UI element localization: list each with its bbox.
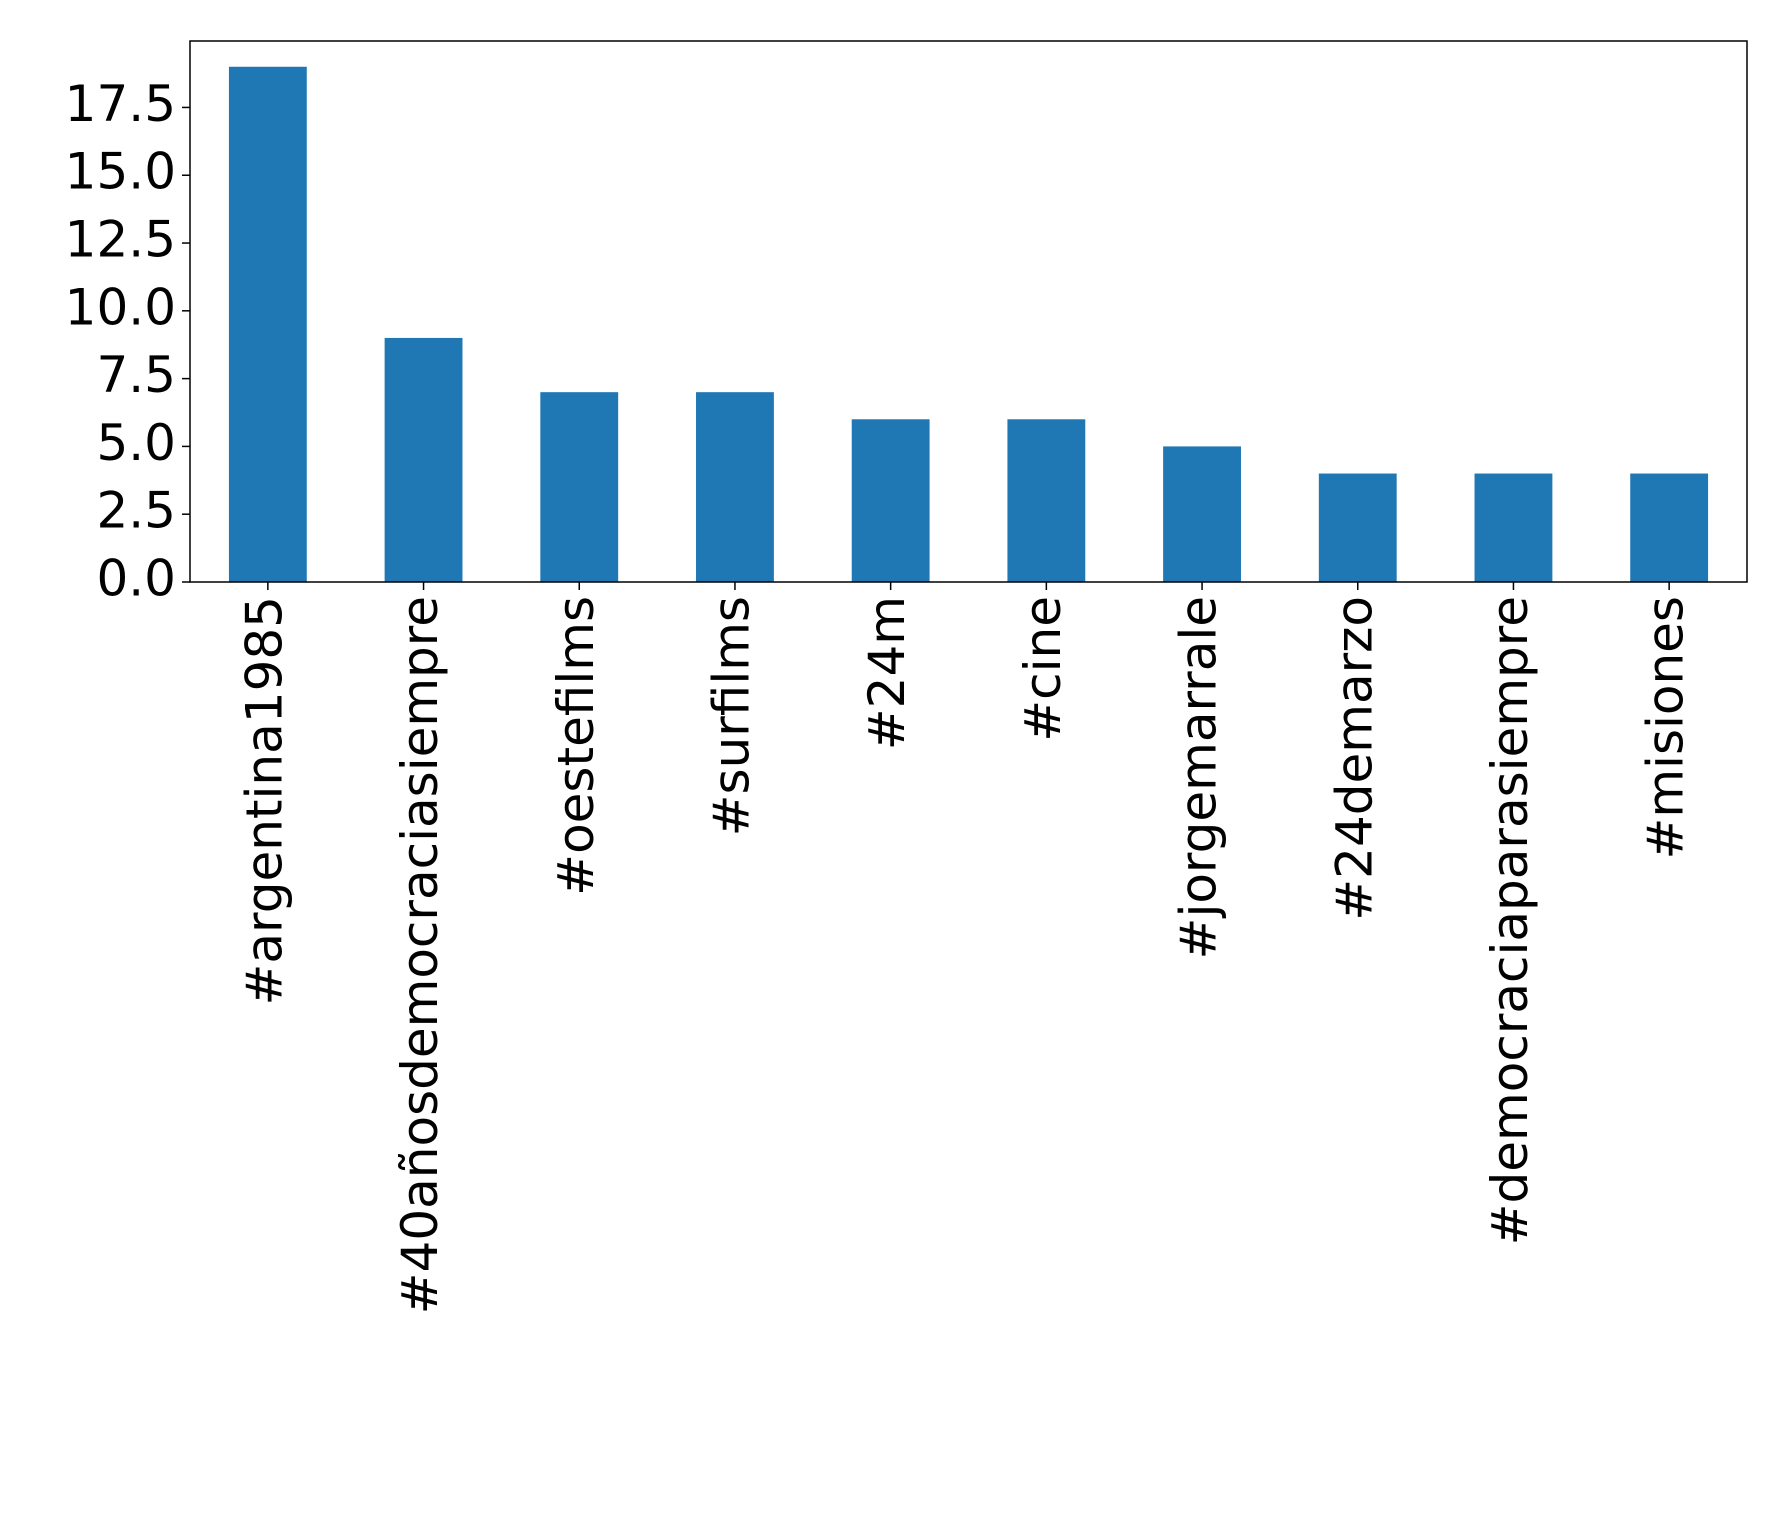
x-tick-label: #24demarzo xyxy=(1325,596,1383,921)
y-tick-label: 17.5 xyxy=(65,75,176,133)
y-tick-label: 2.5 xyxy=(96,482,176,540)
bar xyxy=(696,392,774,582)
x-tick-label: #surfilms xyxy=(702,596,760,836)
bar xyxy=(851,419,930,582)
x-tick-label: #misiones xyxy=(1637,596,1695,860)
bar xyxy=(540,392,619,582)
x-tick-label: #oestefilms xyxy=(547,596,605,896)
plot-frame xyxy=(189,40,1748,583)
bar xyxy=(1318,473,1397,582)
y-tick-label: 12.5 xyxy=(65,211,176,269)
y-tick-label: 15.0 xyxy=(65,143,176,201)
bar xyxy=(1630,473,1709,582)
bar xyxy=(1163,446,1241,582)
y-tick-label: 7.5 xyxy=(96,346,176,404)
bar xyxy=(1007,419,1086,582)
x-tick-label: #cine xyxy=(1014,596,1072,742)
bar xyxy=(384,337,463,582)
x-tick-label: #argentina1985 xyxy=(235,596,293,1005)
y-tick-label: 5.0 xyxy=(96,414,176,472)
x-tick-label: #24m xyxy=(858,596,916,750)
bar xyxy=(228,66,307,582)
x-tick-label: #democraciaparasiempre xyxy=(1481,596,1539,1245)
y-tick-label: 10.0 xyxy=(65,278,176,336)
x-tick-label: #jorgemarrale xyxy=(1170,596,1228,959)
bar xyxy=(1474,473,1553,582)
y-tick-label: 0.0 xyxy=(96,550,176,608)
x-tick-label: #40añosdemocraciasiempre xyxy=(391,596,449,1314)
